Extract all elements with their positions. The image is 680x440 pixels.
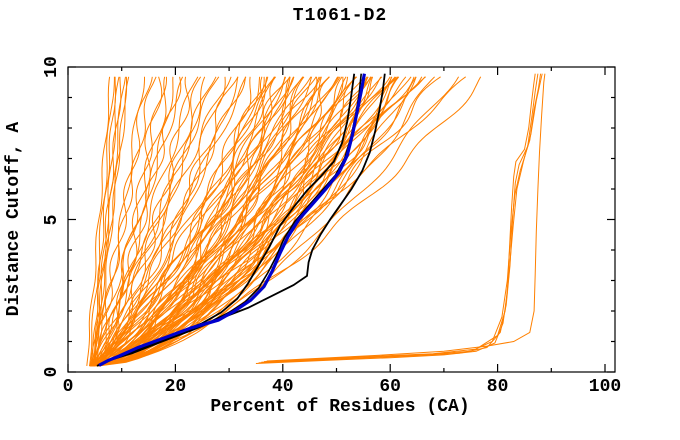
curve [99,76,407,367]
curve [96,76,417,367]
x-tick-label: 20 [164,377,187,397]
curve [93,76,220,367]
curve [92,76,130,366]
curve [99,76,426,367]
x-tick-label: 100 [588,377,622,397]
curve [94,76,157,366]
curve [89,76,184,367]
curve [95,76,287,367]
curve [98,73,366,367]
curve [89,76,372,367]
x-tick-label: 40 [271,377,294,397]
curve [89,76,295,367]
x-tick-label: 60 [379,377,401,397]
curve [99,76,382,367]
curve [93,76,399,367]
curve [96,76,182,367]
curve [94,76,341,367]
curve [91,76,153,367]
y-tick-label: 10 [42,56,62,78]
x-axis-label: Percent of Residues (CA) [210,397,470,417]
chart-title: T1061-D2 [292,6,388,26]
curve [89,76,312,367]
curve [91,76,191,367]
curve [90,76,286,367]
curve [100,76,466,367]
curve [89,76,232,367]
curve [99,73,386,367]
curve [93,76,126,366]
curve [95,76,294,367]
curve [98,76,318,367]
curve [89,76,339,367]
x-tick-label: 0 [62,377,74,397]
curve [89,76,115,366]
curve [99,76,247,367]
curve [92,76,265,367]
curve [93,76,441,367]
curve [91,76,239,367]
curve [263,73,543,363]
curve [91,76,116,366]
curve [97,76,202,367]
curve [90,76,268,367]
curve [92,76,291,367]
curve [95,76,365,367]
curve [93,76,374,367]
curve [90,76,217,367]
curve [266,73,546,362]
curve [89,76,322,367]
y-tick-label: 5 [42,214,62,225]
y-axis-label: Distance Cutoff, A [4,121,24,317]
curve [95,76,128,366]
x-tick-label: 80 [486,377,509,397]
curve [92,76,358,367]
curve [94,76,305,367]
y-tick-label: 0 [42,366,62,378]
curve [89,76,276,367]
curve [99,76,206,367]
curve [96,76,383,367]
curve [90,76,393,367]
